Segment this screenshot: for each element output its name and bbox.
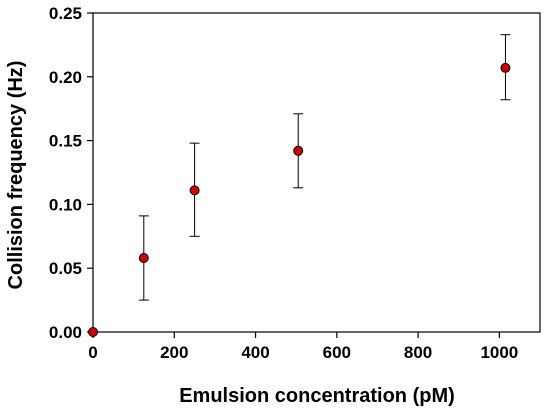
plot-frame xyxy=(92,12,541,333)
data-point xyxy=(189,185,200,196)
plot-border xyxy=(92,12,541,333)
y-tick-label: 0.00 xyxy=(49,323,82,342)
y-tick-label: 0.25 xyxy=(49,4,82,23)
data-point xyxy=(293,145,304,156)
x-tick-label: 1000 xyxy=(480,343,518,362)
data-point xyxy=(500,62,511,73)
x-axis-ticks: 0 200 400 600 800 1000 xyxy=(88,332,518,362)
y-tick-label: 0.05 xyxy=(49,259,82,278)
y-tick-label: 0.15 xyxy=(49,132,82,151)
x-tick-label: 400 xyxy=(241,343,269,362)
y-tick-label: 0.20 xyxy=(49,68,82,87)
x-tick-label: 200 xyxy=(160,343,188,362)
data-point xyxy=(88,327,98,337)
data-points xyxy=(88,34,511,337)
y-axis-title: Collision frequency (Hz) xyxy=(5,61,27,290)
x-tick-label: 600 xyxy=(323,343,351,362)
x-tick-label: 800 xyxy=(404,343,432,362)
data-point xyxy=(138,252,149,263)
y-tick-label: 0.10 xyxy=(49,195,82,214)
x-tick-label: 0 xyxy=(88,343,97,362)
y-axis-ticks: 0.00 0.05 0.10 0.15 0.20 0.25 xyxy=(49,4,93,342)
x-axis-title: Emulsion concentration (pM) xyxy=(179,385,455,407)
